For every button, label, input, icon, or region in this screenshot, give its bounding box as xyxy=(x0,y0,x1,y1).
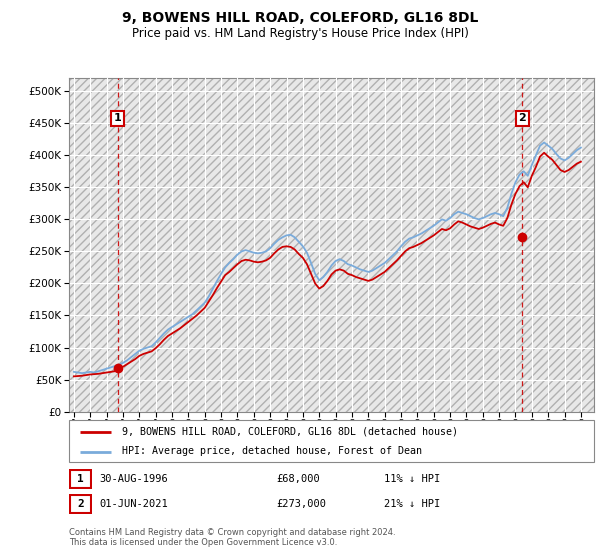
Text: 11% ↓ HPI: 11% ↓ HPI xyxy=(384,474,440,484)
Text: £273,000: £273,000 xyxy=(276,499,326,509)
Text: Contains HM Land Registry data © Crown copyright and database right 2024.
This d: Contains HM Land Registry data © Crown c… xyxy=(69,528,395,547)
FancyBboxPatch shape xyxy=(70,470,91,488)
Text: 30-AUG-1996: 30-AUG-1996 xyxy=(99,474,168,484)
Text: 2: 2 xyxy=(77,499,84,509)
Text: 2: 2 xyxy=(518,113,526,123)
Text: Price paid vs. HM Land Registry's House Price Index (HPI): Price paid vs. HM Land Registry's House … xyxy=(131,27,469,40)
Text: HPI: Average price, detached house, Forest of Dean: HPI: Average price, detached house, Fore… xyxy=(121,446,421,456)
Text: 01-JUN-2021: 01-JUN-2021 xyxy=(99,499,168,509)
Text: £68,000: £68,000 xyxy=(276,474,320,484)
Text: 21% ↓ HPI: 21% ↓ HPI xyxy=(384,499,440,509)
Text: 9, BOWENS HILL ROAD, COLEFORD, GL16 8DL (detached house): 9, BOWENS HILL ROAD, COLEFORD, GL16 8DL … xyxy=(121,427,458,437)
Text: 1: 1 xyxy=(77,474,84,484)
Text: 1: 1 xyxy=(113,113,121,123)
FancyBboxPatch shape xyxy=(69,420,594,462)
FancyBboxPatch shape xyxy=(70,495,91,513)
Text: 9, BOWENS HILL ROAD, COLEFORD, GL16 8DL: 9, BOWENS HILL ROAD, COLEFORD, GL16 8DL xyxy=(122,11,478,25)
